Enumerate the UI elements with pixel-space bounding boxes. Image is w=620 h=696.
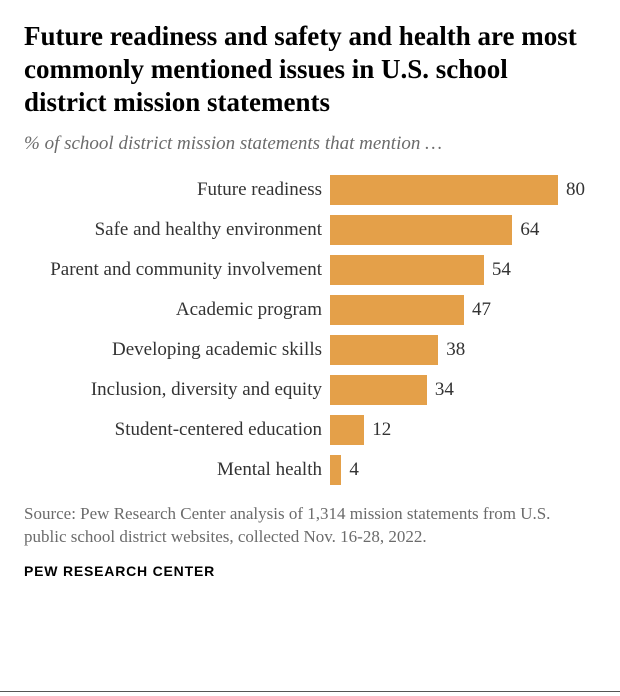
bar-area: 38 xyxy=(330,333,596,367)
bar xyxy=(330,175,558,205)
bar-area: 4 xyxy=(330,453,596,487)
bar-label: Future readiness xyxy=(24,179,330,201)
bar-label: Developing academic skills xyxy=(24,339,330,361)
bar-label: Parent and community involvement xyxy=(24,259,330,281)
bar xyxy=(330,295,464,325)
bar-value: 4 xyxy=(341,459,359,481)
footer-divider xyxy=(0,691,620,692)
bar-label: Student-centered education xyxy=(24,419,330,441)
bar-row: Developing academic skills 38 xyxy=(24,333,596,367)
bar-label: Inclusion, diversity and equity xyxy=(24,379,330,401)
bar-value: 54 xyxy=(484,259,511,281)
bar xyxy=(330,375,427,405)
bar-area: 64 xyxy=(330,213,596,247)
bar-row: Mental health 4 xyxy=(24,453,596,487)
bar-value: 38 xyxy=(438,339,465,361)
bar-row: Safe and healthy environment 64 xyxy=(24,213,596,247)
bar-value: 80 xyxy=(558,179,585,201)
bar-value: 64 xyxy=(512,219,539,241)
bar xyxy=(330,335,438,365)
source-text: Source: Pew Research Center analysis of … xyxy=(24,503,596,549)
bar-value: 47 xyxy=(464,299,491,321)
bar-chart: Future readiness 80 Safe and healthy envir… xyxy=(24,173,596,487)
bar-area: 34 xyxy=(330,373,596,407)
bar-value: 34 xyxy=(427,379,454,401)
bar-area: 54 xyxy=(330,253,596,287)
attribution-text: PEW RESEARCH CENTER xyxy=(24,563,596,579)
bar-label: Safe and healthy environment xyxy=(24,219,330,241)
bar xyxy=(330,455,341,485)
bar-row: Inclusion, diversity and equity 34 xyxy=(24,373,596,407)
bar-row: Future readiness 80 xyxy=(24,173,596,207)
bar-row: Student-centered education 12 xyxy=(24,413,596,447)
bar-area: 12 xyxy=(330,413,596,447)
bar-row: Parent and community involvement 54 xyxy=(24,253,596,287)
bar xyxy=(330,415,364,445)
chart-subtitle: % of school district mission statements … xyxy=(24,133,596,155)
bar-value: 12 xyxy=(364,419,391,441)
chart-title: Future readiness and safety and health a… xyxy=(24,20,596,119)
bar-label: Academic program xyxy=(24,299,330,321)
bar-area: 47 xyxy=(330,293,596,327)
bar-area: 80 xyxy=(330,173,596,207)
bar-label: Mental health xyxy=(24,459,330,481)
bar-row: Academic program 47 xyxy=(24,293,596,327)
bar xyxy=(330,255,484,285)
bar xyxy=(330,215,512,245)
